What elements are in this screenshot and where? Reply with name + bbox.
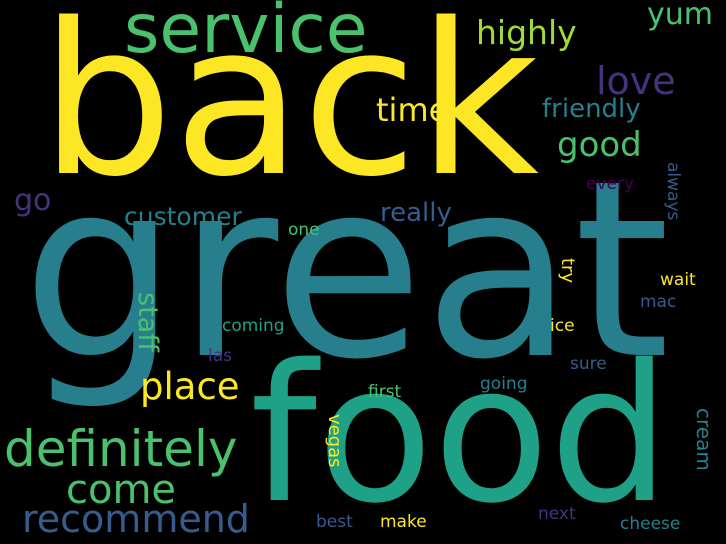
word-service: service	[124, 0, 368, 69]
word-come: come	[66, 467, 177, 513]
word-cream: cream	[692, 408, 716, 471]
word-ice: ice	[550, 316, 575, 336]
word-wait: wait	[660, 270, 696, 290]
word-really: really	[380, 198, 452, 228]
word-time: time	[376, 91, 449, 129]
word-las: las	[208, 346, 232, 366]
word-sure: sure	[570, 354, 607, 374]
word-love: love	[596, 59, 676, 103]
word-friendly: friendly	[542, 94, 641, 124]
word-always: always	[663, 162, 683, 221]
word-staff: staff	[132, 292, 163, 352]
word-recommend: recommend	[22, 497, 250, 541]
word-vegas: vegas	[324, 414, 345, 468]
word-make: make	[380, 512, 427, 532]
word-place: place	[140, 365, 240, 408]
word-highly: highly	[476, 13, 577, 52]
word-back: back	[40, 0, 540, 223]
word-going: going	[480, 374, 528, 394]
word-one: one	[288, 220, 320, 240]
word-great: great	[22, 128, 670, 413]
word-first: first	[368, 382, 402, 402]
word-every: every	[586, 174, 635, 194]
word-try: try	[557, 258, 578, 284]
word-best: best	[316, 512, 353, 532]
word-coming: coming	[222, 316, 285, 336]
word-food: food	[250, 324, 670, 544]
word-go: go	[14, 183, 52, 218]
word-good: good	[557, 125, 642, 165]
word-yum: yum	[647, 0, 713, 32]
word-mac: mac	[640, 292, 677, 312]
word-definitely: definitely	[4, 420, 238, 478]
word-cheese: cheese	[620, 514, 681, 534]
word-next: next	[538, 504, 576, 524]
word-customer: customer	[124, 202, 242, 231]
